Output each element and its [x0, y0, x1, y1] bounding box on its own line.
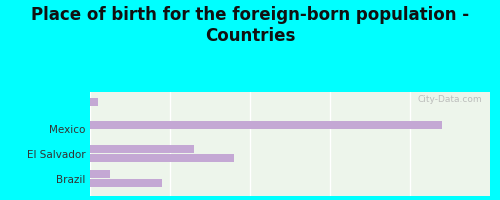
- Bar: [90, 154, 234, 162]
- Text: City-Data.com: City-Data.com: [418, 95, 482, 104]
- Bar: [90, 98, 98, 106]
- Text: Place of birth for the foreign-born population -
Countries: Place of birth for the foreign-born popu…: [31, 6, 469, 45]
- Bar: [90, 170, 110, 178]
- Bar: [90, 145, 194, 153]
- Bar: [90, 179, 162, 187]
- Bar: [90, 121, 442, 129]
